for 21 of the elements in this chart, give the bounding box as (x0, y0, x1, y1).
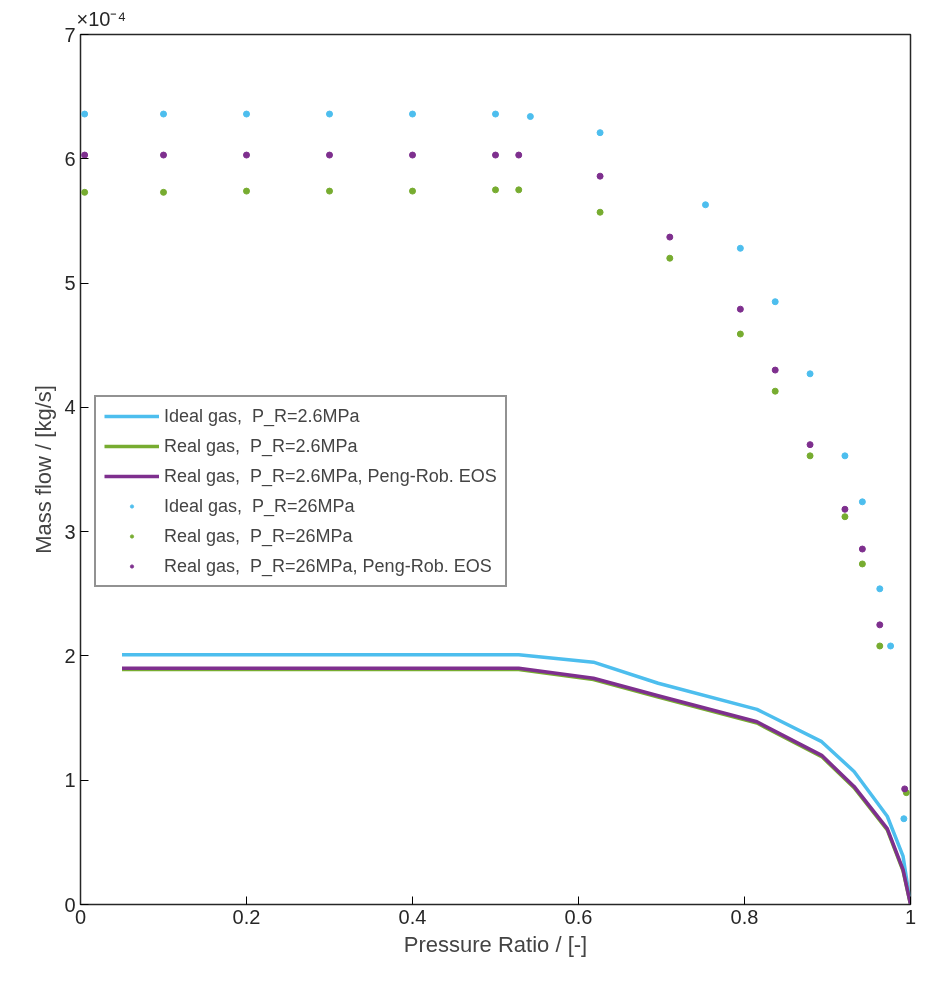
x-tick-label: 0.8 (730, 905, 759, 928)
y-tick-label: 7 (64, 23, 76, 46)
x-tick-label: 1 (904, 905, 917, 928)
y-tick-label: 1 (64, 769, 76, 792)
x-tick-label: 0.6 (564, 905, 593, 928)
legend-label: Real gas, P_R=2.6MPa, Peng-Rob. EOS (164, 465, 497, 487)
y-tick-label: 6 (64, 147, 76, 170)
x-tick-label: 0.2 (232, 905, 261, 928)
text: ×10⁻⁴ (76, 7, 127, 30)
legend-label: Real gas, P_R=26MPa (164, 525, 353, 547)
legend-label: Ideal gas, P_R=26MPa (164, 495, 355, 517)
x-tick-label: 0.4 (398, 905, 427, 928)
y-tick-label: 3 (64, 520, 76, 543)
legend-label: Real gas, P_R=26MPa, Peng-Rob. EOS (164, 555, 492, 577)
legend-label: Ideal gas, P_R=2.6MPa (164, 405, 360, 427)
y-tick-label: 2 (64, 644, 76, 667)
legend-label: Real gas, P_R=2.6MPa (164, 435, 358, 457)
y-tick-label: 5 (64, 272, 76, 295)
y-tick-label: 4 (64, 396, 76, 419)
y-axis-title: Mass flow / [kg/s] (31, 385, 57, 554)
x-axis-title: Pressure Ratio / [-] (403, 931, 588, 957)
